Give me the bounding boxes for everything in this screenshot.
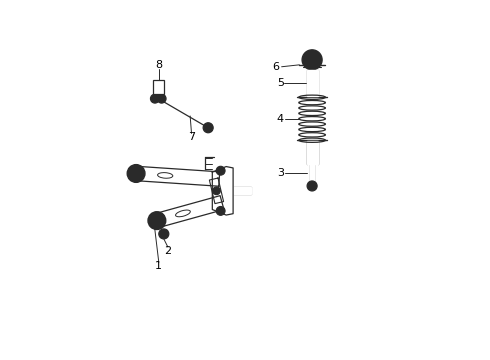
Text: 6: 6 — [272, 62, 280, 72]
Polygon shape — [307, 70, 318, 96]
Polygon shape — [233, 187, 251, 194]
Circle shape — [302, 50, 322, 70]
Text: 7: 7 — [188, 132, 195, 142]
Polygon shape — [307, 141, 318, 164]
Polygon shape — [311, 164, 314, 181]
Circle shape — [157, 94, 166, 103]
Circle shape — [307, 58, 318, 69]
Circle shape — [148, 212, 166, 229]
Text: 2: 2 — [165, 246, 172, 256]
Circle shape — [216, 207, 225, 215]
Text: 3: 3 — [277, 168, 284, 177]
Circle shape — [127, 165, 145, 183]
Circle shape — [307, 181, 317, 191]
Text: 1: 1 — [155, 261, 162, 271]
Circle shape — [159, 229, 169, 239]
Text: 4: 4 — [277, 114, 284, 124]
Polygon shape — [136, 166, 220, 186]
Bar — [153, 80, 164, 94]
Circle shape — [213, 187, 220, 195]
Polygon shape — [155, 195, 224, 228]
Circle shape — [150, 94, 159, 103]
Circle shape — [216, 166, 225, 175]
Polygon shape — [212, 167, 233, 215]
Polygon shape — [209, 178, 223, 204]
Text: 5: 5 — [277, 78, 284, 88]
Circle shape — [203, 123, 213, 133]
Text: 8: 8 — [155, 60, 162, 70]
